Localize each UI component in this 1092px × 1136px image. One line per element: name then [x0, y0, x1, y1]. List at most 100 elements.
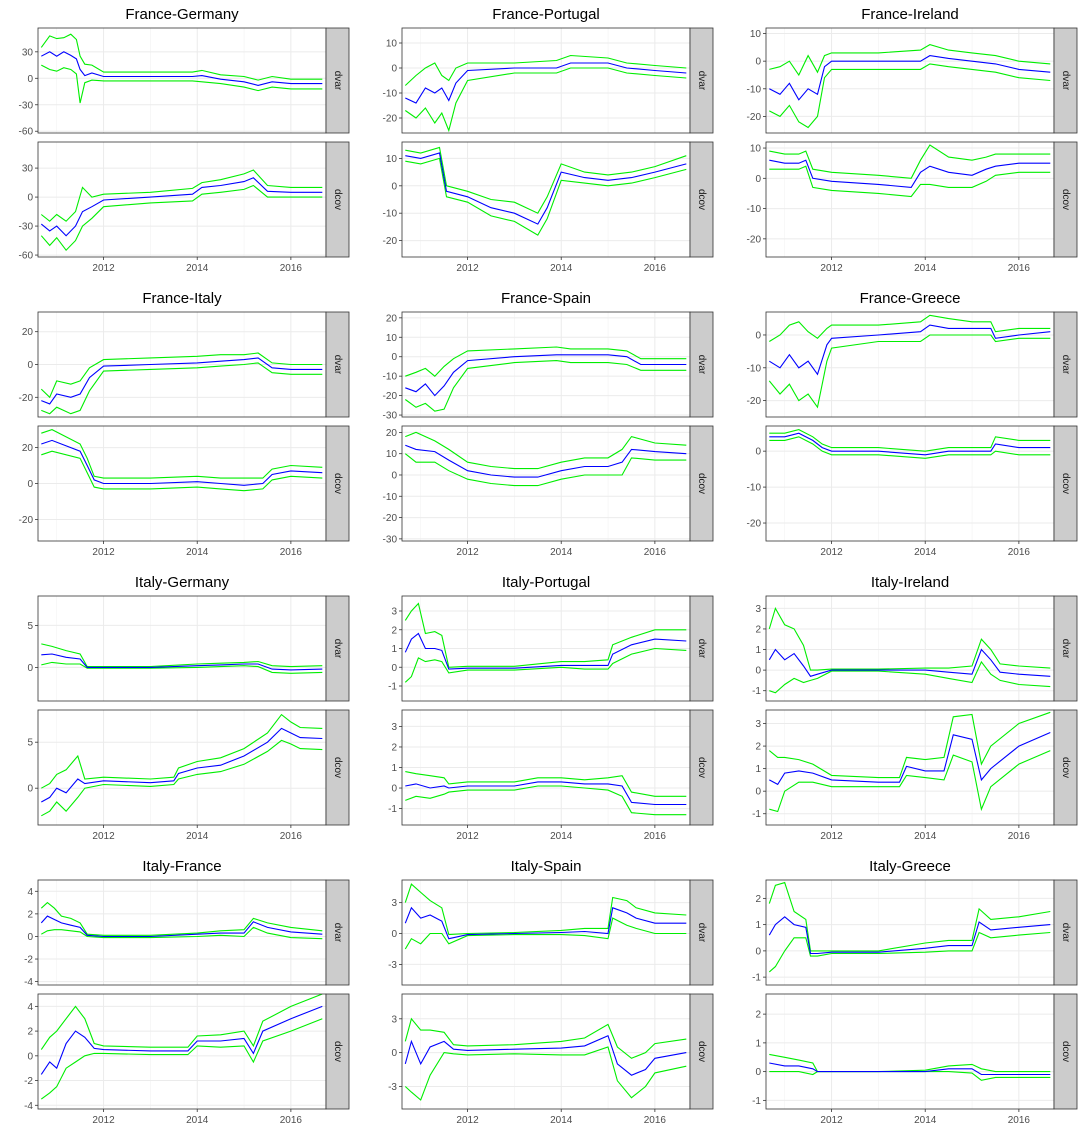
x-tick-label: 2014: [914, 263, 937, 274]
series-line-lower: [41, 450, 323, 492]
series-line-lower: [769, 660, 1051, 694]
y-tick-label: -10: [747, 363, 762, 374]
x-tick-label: 2012: [820, 547, 843, 558]
series-line-upper: [40, 33, 323, 81]
series-line-estimate: [769, 1062, 1051, 1076]
panel-background: [766, 312, 1054, 417]
series-line-lower: [404, 647, 687, 683]
y-tick-label: 0: [27, 663, 33, 674]
chart-svg: -3 0 3 dvar -3 0 3 dcov 2012 2014 2016: [388, 879, 714, 1126]
facet-strip: [1053, 27, 1078, 134]
chart-title: France-Portugal: [492, 6, 600, 23]
y-tick-label: 0: [391, 181, 397, 192]
y-tick-label: 3: [755, 604, 761, 615]
series-line-lower: [769, 63, 1051, 129]
y-tick-label: 0: [391, 784, 397, 795]
series-line-upper: [405, 346, 687, 377]
panel-dcov: -3 0 3 dcov: [388, 993, 714, 1110]
y-tick-label: 30: [22, 164, 34, 175]
y-tick-label: -1: [752, 686, 761, 697]
y-tick-label: 0: [755, 57, 761, 68]
y-tick-label: 5: [27, 738, 33, 749]
y-tick-label: -20: [383, 391, 398, 402]
chart-svg: -20 -10 0 dvar -20 -10 0 dcov 2012 2014 2016: [747, 311, 1078, 558]
y-tick-label: 0: [391, 352, 397, 363]
series-line-upper: [404, 1017, 687, 1059]
panel-dvar: -3 0 3 dvar: [388, 879, 714, 986]
panel-background: [38, 710, 326, 825]
y-tick-label: -10: [383, 372, 398, 383]
y-tick-label: 3: [391, 607, 397, 618]
chart-title: France-Greece: [859, 290, 961, 307]
y-tick-label: -20: [383, 114, 398, 125]
y-tick-label: 1: [755, 1038, 761, 1049]
facet-strip: [689, 425, 714, 542]
series-line-lower: [40, 1018, 323, 1100]
x-tick-label: 2016: [1008, 263, 1031, 274]
chart-svg: -1 0 1 2 3 dvar -1 0 1 2 3 dcov 2012 2014 2016: [388, 595, 714, 842]
y-tick-label: -20: [747, 234, 762, 245]
series-line-lower: [404, 917, 687, 950]
series-line-upper: [41, 643, 323, 668]
facet-strip: [1053, 425, 1078, 542]
series-line-lower: [405, 785, 687, 816]
series-line-lower: [405, 157, 687, 236]
x-tick-label: 2012: [92, 547, 115, 558]
panel-background: [766, 596, 1054, 701]
chart-svg: -20 -10 0 10 dvar -20 -10 0 10 dcov 2012 2014 2016: [383, 27, 714, 274]
facet-strip-label: dcov: [332, 189, 343, 210]
series-line-upper: [40, 352, 323, 399]
y-tick-label: 10: [386, 449, 398, 460]
y-tick-label: -3: [388, 1082, 397, 1093]
x-tick-label: 2014: [914, 547, 937, 558]
y-tick-label: -1: [752, 973, 761, 984]
x-tick-label: 2012: [820, 831, 843, 842]
series-line-estimate: [405, 354, 687, 397]
x-tick-label: 2014: [186, 263, 209, 274]
facet-strip: [325, 595, 350, 702]
series-line-estimate: [405, 152, 687, 225]
series-line-lower: [41, 661, 323, 674]
series-line-upper: [769, 44, 1051, 77]
facet-strip-label: dvar: [1060, 639, 1071, 659]
chart-france-italy: France-Italy -20 0 20 dvar -20 0 20 dcov 2012 2014…: [0, 284, 364, 568]
facet-strip-label: dvar: [1060, 355, 1071, 375]
series-line-estimate: [404, 1034, 687, 1076]
x-tick-label: 2014: [550, 547, 573, 558]
x-tick-label: 2012: [820, 1115, 843, 1126]
series-line-upper: [768, 881, 1051, 952]
facet-strip-label: dvar: [696, 639, 707, 659]
y-tick-label: -10: [383, 209, 398, 220]
panel-background: [38, 596, 326, 701]
y-tick-label: -20: [383, 236, 398, 247]
y-tick-label: 20: [386, 428, 398, 439]
panel-dcov: 0 5 dcov: [27, 709, 350, 826]
chart-svg: -60 -30 0 30 dvar -60 -30 0 30 dcov 2012 2014 2016: [19, 27, 350, 274]
facet-strip: [325, 879, 350, 986]
series-line-lower: [41, 64, 323, 104]
panel-dvar: -20 0 20 dvar: [19, 311, 350, 418]
facet-strip: [325, 141, 350, 258]
panel-dcov: -20 0 20 dcov: [19, 425, 350, 542]
series-line-lower: [41, 926, 323, 940]
x-tick-label: 2016: [1008, 547, 1031, 558]
series-line-estimate: [40, 177, 323, 237]
y-tick-label: -2: [24, 1076, 33, 1087]
x-tick-label: 2014: [914, 831, 937, 842]
facet-strip-label: dcov: [1060, 473, 1071, 494]
series-line-estimate: [768, 648, 1051, 677]
panel-dcov: -20 -10 0 10 dcov: [747, 141, 1078, 258]
panel-background: [766, 880, 1054, 985]
y-tick-label: 0: [27, 360, 33, 371]
chart-svg: -20 0 20 dvar -20 0 20 dcov 2012 2014 2016: [19, 311, 350, 558]
y-tick-label: -20: [19, 393, 34, 404]
y-tick-label: 0: [391, 470, 397, 481]
facet-strip: [689, 879, 714, 986]
y-tick-label: -20: [19, 515, 34, 526]
chart-title: France-Spain: [500, 290, 592, 307]
series-line-lower: [404, 1046, 687, 1101]
y-tick-label: 2: [755, 742, 761, 753]
series-line-estimate: [41, 51, 323, 86]
x-tick-label: 2016: [1008, 1115, 1031, 1126]
